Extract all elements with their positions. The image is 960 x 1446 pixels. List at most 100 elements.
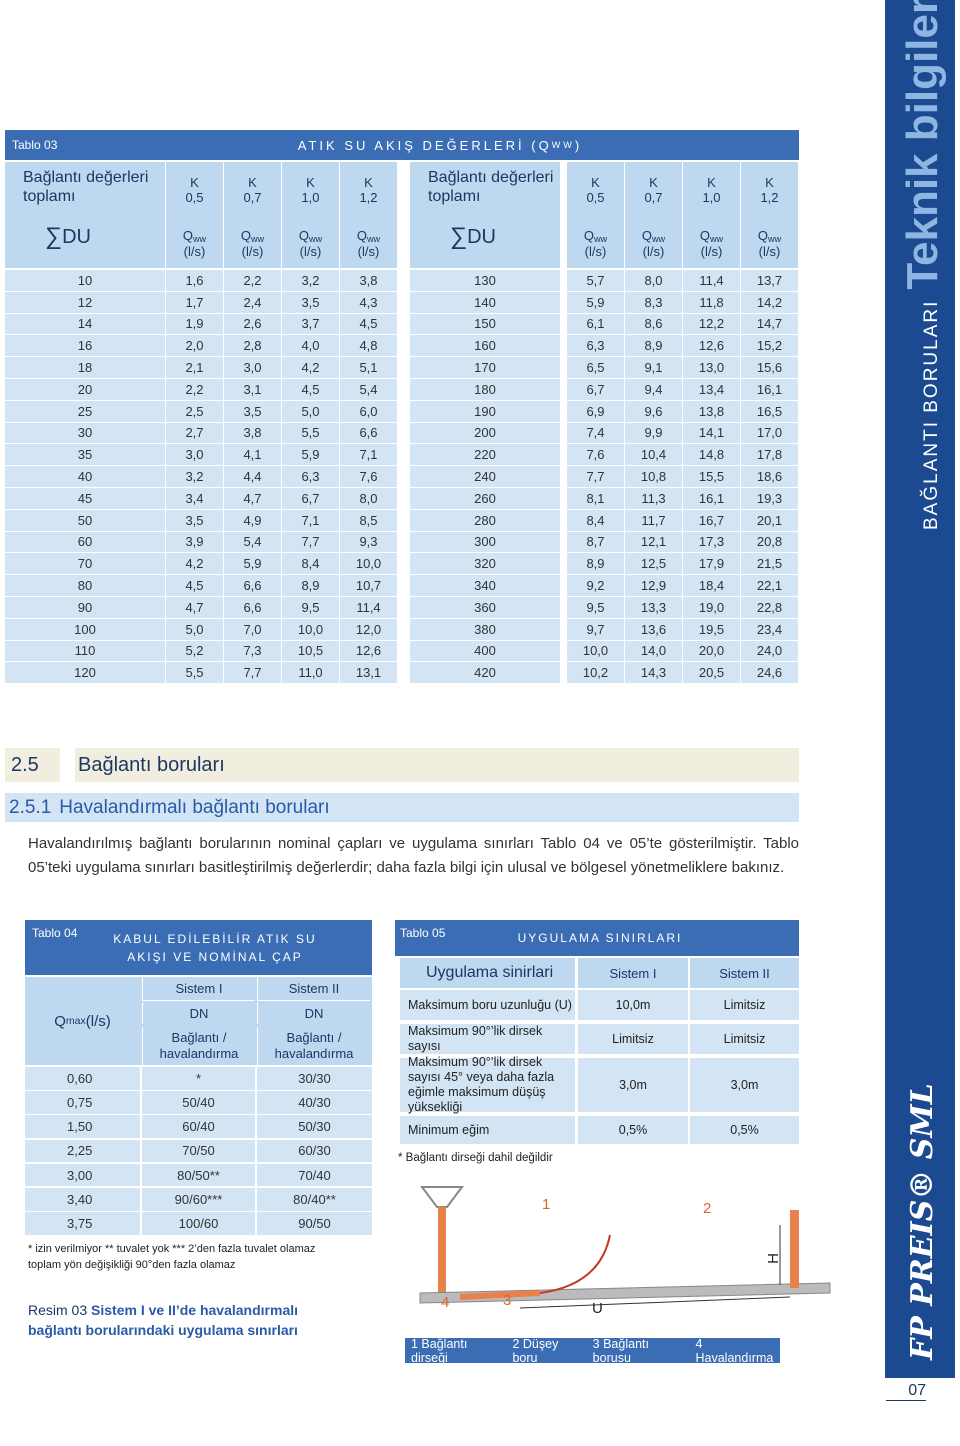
cell: 14,2 <box>741 291 798 313</box>
header-cell: Sistem II <box>690 958 799 988</box>
cell: 3,2 <box>166 466 223 487</box>
cell: 45 <box>5 488 165 509</box>
cell: 2,25 <box>25 1139 140 1163</box>
subsection-number: 2.5.1 <box>9 796 52 818</box>
unit: (l/s) <box>758 243 781 259</box>
cell: 9,2 <box>567 575 624 596</box>
cell: 6,6 <box>224 597 281 618</box>
table-label: Tablo 05 <box>400 926 446 940</box>
pipe-orange <box>459 1290 541 1300</box>
unit: (l/s) <box>183 243 206 259</box>
cell: 4,7 <box>224 488 281 509</box>
q-label: Qww <box>357 228 380 244</box>
cell: 14,3 <box>625 662 682 684</box>
conn-head: Bağlantı / havalandırma <box>142 1027 255 1065</box>
header-cell <box>25 977 372 1065</box>
system-head: Sistem I <box>142 977 255 1001</box>
cell: 2,4 <box>224 291 281 313</box>
table-label: Tablo 03 <box>12 138 58 152</box>
cell: 3,0 <box>224 357 281 378</box>
cell: 1,50 <box>25 1115 140 1138</box>
cell: 10,2 <box>567 662 624 684</box>
q-sub: max <box>65 1015 86 1027</box>
subsection-title: Havalandırmalı bağlantı boruları <box>59 796 330 818</box>
cell: 13,1 <box>340 662 397 684</box>
k-head: K 0,7 <box>224 162 281 218</box>
cell: 8,7 <box>567 531 624 553</box>
cell: 300 <box>410 531 560 553</box>
cell: 14,0 <box>625 640 682 662</box>
cell: 40 <box>5 466 165 487</box>
cell: 4,2 <box>166 553 223 575</box>
diagram-label: 2 <box>703 1200 712 1217</box>
k-value: 0,5 <box>586 190 605 205</box>
cell: 8,9 <box>282 575 339 596</box>
cell: 8,9 <box>567 553 624 575</box>
cell: 4,1 <box>224 444 281 466</box>
cell: 1,9 <box>166 313 223 335</box>
k-value: 1,0 <box>702 190 721 205</box>
cell: 22,1 <box>741 575 798 596</box>
q-sub: ww <box>308 233 323 244</box>
cell: 14,8 <box>683 444 740 466</box>
cell: 110 <box>5 640 165 662</box>
cell: 3,8 <box>224 422 281 444</box>
k-head: K 0,7 <box>625 162 682 218</box>
q-label: Qww <box>758 228 781 244</box>
cell: 2,8 <box>224 335 281 357</box>
cell: 8,0 <box>625 270 682 291</box>
cell: 4,3 <box>340 291 397 313</box>
cell: 5,4 <box>340 379 397 400</box>
cell: 2,6 <box>224 313 281 335</box>
funnel <box>420 1186 464 1208</box>
q-head: Qww (l/s) <box>282 218 339 268</box>
cell: 3,5 <box>166 509 223 531</box>
cell: 16 <box>5 335 165 357</box>
section-title: Bağlantı boruları <box>75 748 799 782</box>
q-label: Qww <box>299 228 322 244</box>
cell: 0,5% <box>578 1116 688 1144</box>
section-number: 2.5 <box>5 748 60 782</box>
cell: 12,9 <box>625 575 682 596</box>
cell: 8,0 <box>340 488 397 509</box>
cell: 100/60 <box>142 1212 255 1235</box>
q-label: Qww <box>700 228 723 244</box>
cell: 30 <box>5 422 165 444</box>
cell: 17,0 <box>741 422 798 444</box>
cell: 7,6 <box>567 444 624 466</box>
conn-head: Bağlantı / havalandırma <box>257 1027 370 1065</box>
q: Q <box>54 1012 66 1030</box>
cell: 220 <box>410 444 560 466</box>
cell: 13,8 <box>683 400 740 422</box>
cell: Maksimum boru uzunluğu (U) <box>400 990 575 1020</box>
unit: (l/s) <box>357 243 380 259</box>
cell: 4,5 <box>166 575 223 596</box>
cell: 18,6 <box>741 466 798 487</box>
sigma: ∑ <box>45 223 63 250</box>
caption-label: Resim 03 <box>28 1302 88 1318</box>
cell: 3,5 <box>282 291 339 313</box>
cell: 23,4 <box>741 618 798 640</box>
cell: 3,9 <box>166 531 223 553</box>
diagram-label: U <box>592 1300 603 1317</box>
q-sub: ww <box>192 233 207 244</box>
cell: 170 <box>410 357 560 378</box>
cell: 2,1 <box>166 357 223 378</box>
cell: 260 <box>410 488 560 509</box>
k: K <box>765 175 774 190</box>
cell: 2,2 <box>166 379 223 400</box>
cell: 70 <box>5 553 165 575</box>
k-value: 1,0 <box>301 190 320 205</box>
sigma: ∑ <box>450 223 468 250</box>
cell: 12,5 <box>625 553 682 575</box>
unit: (l/s) <box>642 243 665 259</box>
cell: 11,4 <box>340 597 397 618</box>
cell: Limitsiz <box>690 990 799 1020</box>
u-arrow <box>519 1296 791 1309</box>
cell: 10,7 <box>340 575 397 596</box>
cell: 180 <box>410 379 560 400</box>
cell: 9,9 <box>625 422 682 444</box>
cell: 13,7 <box>741 270 798 291</box>
cell: 12,6 <box>340 640 397 662</box>
